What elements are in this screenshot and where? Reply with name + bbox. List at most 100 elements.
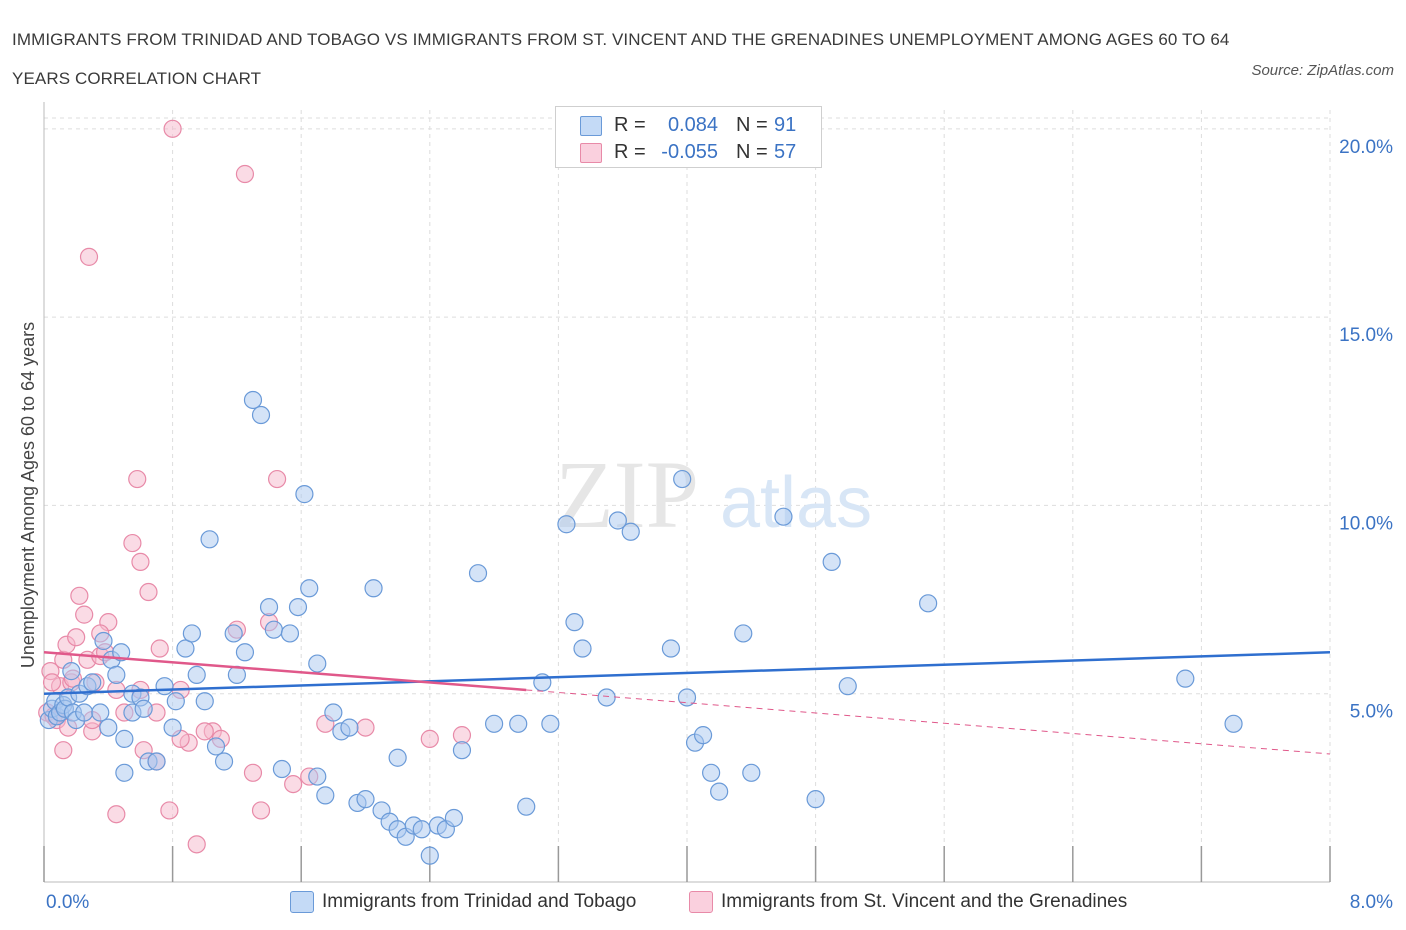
data-point-blue [1176, 669, 1195, 688]
data-point-pink [420, 729, 439, 748]
data-point-blue [806, 790, 825, 809]
data-point-blue [166, 692, 185, 711]
data-point-blue [444, 808, 464, 828]
data-point-pink [123, 533, 142, 553]
data-point-blue [182, 624, 201, 643]
data-point-blue [243, 390, 263, 410]
y-tick-label: 5.0% [1350, 702, 1393, 723]
data-point-blue [702, 763, 721, 782]
data-point-blue [94, 631, 113, 651]
data-point-blue [485, 714, 504, 733]
data-point-blue [176, 639, 195, 658]
bottom-legend-label: Immigrants from Trinidad and Tobago [322, 891, 637, 912]
legend-r-label: R = [614, 141, 646, 163]
data-point-pink [54, 741, 73, 760]
data-point-blue [251, 405, 271, 425]
watermark: ZIP atlas [555, 441, 872, 548]
data-point-pink [243, 763, 263, 782]
data-point-blue [316, 786, 335, 805]
y-tick-label: 20.0% [1339, 137, 1393, 158]
data-point-blue [597, 688, 616, 707]
data-point-pink [452, 726, 472, 745]
legend-n-value: 57 [774, 141, 797, 163]
series-blue-points [39, 390, 1243, 865]
data-point-pink [163, 119, 182, 138]
data-point-pink [187, 835, 206, 854]
axes [43, 102, 1331, 883]
data-point-pink [235, 164, 255, 184]
y-tick-label: 15.0% [1339, 325, 1393, 346]
data-point-blue [677, 688, 697, 707]
data-point-pink [356, 718, 375, 737]
data-point-blue [235, 643, 255, 662]
data-point-blue [774, 507, 793, 526]
data-point-blue [919, 594, 938, 613]
data-point-blue [742, 763, 761, 782]
data-point-blue [272, 759, 292, 779]
data-point-blue [295, 485, 314, 504]
data-point-blue [673, 469, 692, 489]
data-point-pink [70, 586, 89, 605]
data-point-blue [115, 763, 134, 782]
data-point-blue [280, 624, 300, 643]
data-point-blue [155, 677, 174, 696]
trend-lines [43, 651, 1331, 755]
legend-n-label: N = [736, 141, 768, 163]
data-point-pink [131, 552, 150, 572]
data-point-pink [284, 774, 303, 794]
data-point-pink [128, 469, 147, 489]
data-point-blue [187, 665, 206, 684]
data-point-blue [75, 703, 94, 722]
y-axis-label: Unemployment Among Ages 60 to 64 years [18, 322, 38, 668]
data-point-blue [308, 654, 327, 673]
data-point-blue [356, 790, 375, 809]
data-point-pink [42, 673, 62, 692]
bottom-legend-swatch-blue [290, 891, 314, 913]
data-point-pink [251, 801, 271, 820]
data-point-pink [67, 628, 86, 647]
data-point-blue [259, 597, 279, 617]
data-point-blue [557, 515, 576, 534]
data-point-blue [308, 767, 327, 786]
data-point-blue [300, 579, 319, 598]
data-point-blue [693, 726, 713, 745]
data-point-blue [468, 564, 488, 583]
data-point-blue [288, 597, 308, 617]
data-point-blue [573, 639, 592, 658]
legend-r-value: 0.084 [667, 114, 718, 136]
data-point-pink [139, 582, 158, 602]
data-point-blue [1224, 714, 1243, 733]
data-point-blue [91, 703, 110, 722]
data-point-blue [608, 511, 627, 530]
data-point-blue [264, 620, 283, 639]
data-point-pink [150, 639, 169, 658]
data-point-blue [340, 718, 359, 737]
data-point-pink [195, 722, 214, 741]
data-point-blue [509, 714, 528, 733]
data-point-pink [79, 247, 99, 266]
chart-title: IMMIGRANTS FROM TRINIDAD AND TOBAGO VS I… [12, 30, 1230, 88]
data-point-blue [452, 741, 472, 760]
tick-labels: 5.0% 10.0% 15.0% 20.0% 0.0% 8.0% [46, 137, 1393, 913]
data-point-pink [160, 801, 179, 820]
data-point-blue [214, 752, 234, 771]
data-point-blue [324, 703, 343, 722]
data-point-blue [147, 752, 166, 771]
legend-n-label: N = [736, 114, 768, 136]
data-point-blue [200, 530, 219, 549]
data-point-pink [107, 805, 126, 824]
data-point-pink [75, 605, 94, 624]
correlation-legend: R = 0.084 N = 91 R = -0.055 N = 57 [555, 106, 822, 168]
data-point-blue [388, 748, 407, 767]
data-point-blue [134, 699, 153, 718]
data-point-pink [267, 469, 287, 489]
data-point-blue [99, 718, 118, 737]
data-point-blue [710, 782, 729, 801]
data-point-blue [195, 692, 214, 711]
data-point-blue [115, 729, 134, 748]
series-pink-points [38, 119, 472, 854]
data-point-blue [734, 624, 753, 643]
data-point-blue [822, 552, 841, 572]
bottom-legend-swatch-pink [689, 891, 713, 913]
